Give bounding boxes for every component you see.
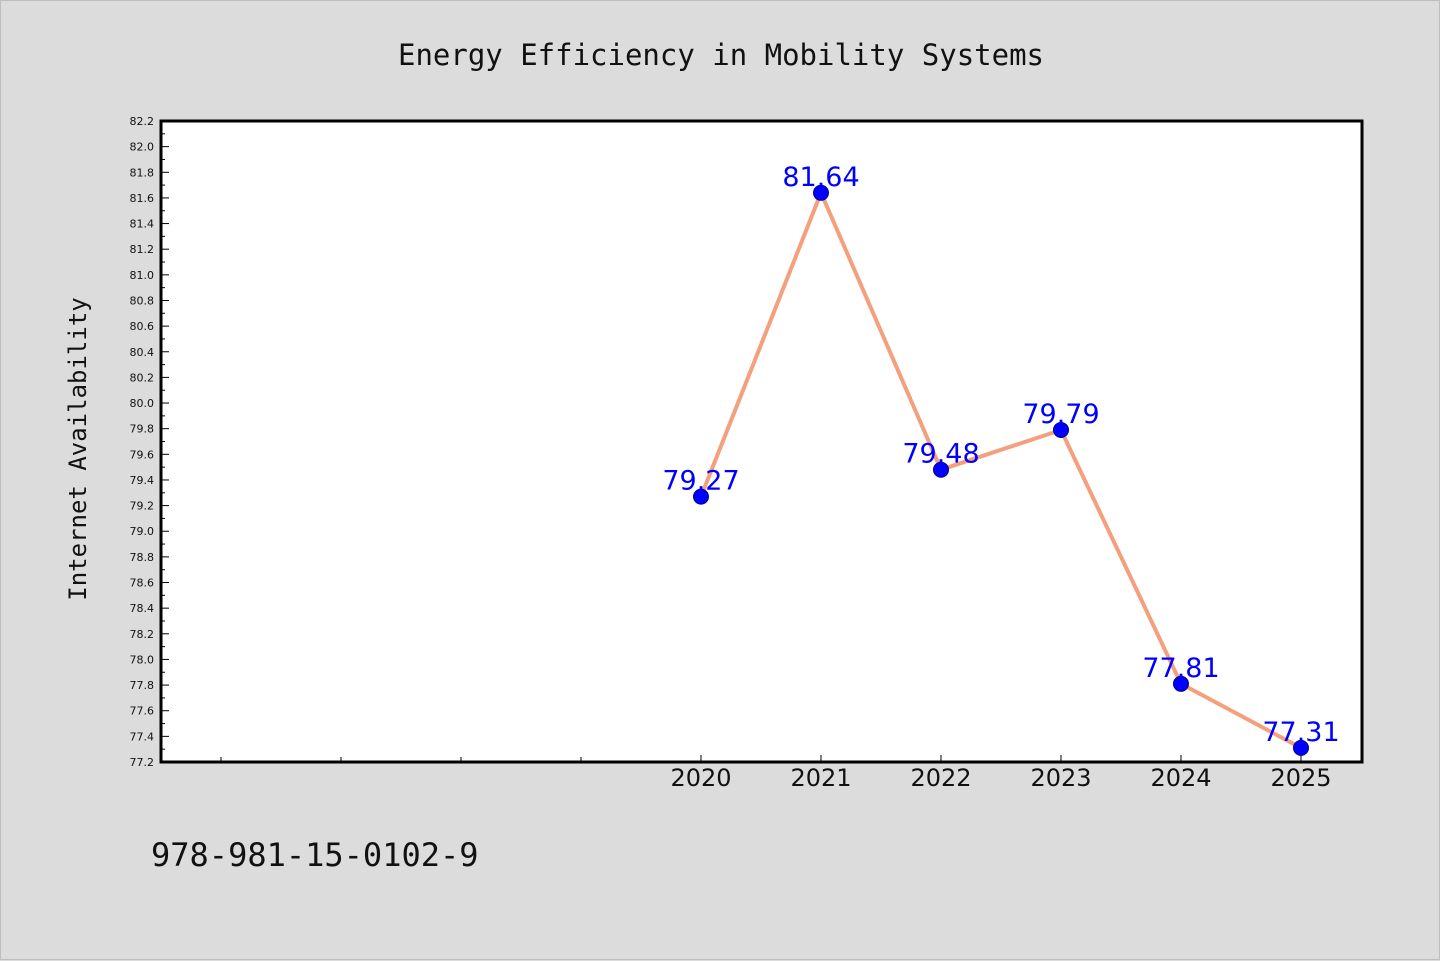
data-point: [813, 184, 829, 201]
data-point: [693, 488, 709, 505]
y-tick-label: 78.6: [130, 577, 155, 590]
x-tick-label: 2025: [1270, 764, 1331, 792]
x-tick-label: 2021: [790, 764, 851, 792]
y-tick-label: 78.4: [130, 602, 155, 615]
data-label: 77.81: [1142, 653, 1219, 684]
y-tick-label: 81.2: [130, 243, 155, 256]
data-label: 79.48: [902, 439, 979, 470]
y-tick-label: 79.2: [130, 500, 155, 513]
data-label: 77.31: [1262, 717, 1339, 748]
y-tick-label: 81.6: [130, 192, 155, 205]
y-tick-label: 80.2: [130, 371, 155, 384]
x-tick-label: 2024: [1150, 764, 1211, 792]
y-tick-label: 80.4: [130, 346, 155, 359]
y-tick-label: 81.8: [130, 166, 155, 179]
y-tick-label: 79.0: [130, 525, 155, 538]
y-tick-label: 79.4: [130, 474, 155, 487]
y-tick-label: 80.0: [130, 397, 155, 410]
y-tick-label: 77.4: [130, 730, 155, 743]
data-point: [1173, 675, 1189, 692]
y-tick-label: 78.0: [130, 653, 155, 666]
data-label: 79.79: [1022, 399, 1099, 430]
chart-title: Energy Efficiency in Mobility Systems: [398, 38, 1044, 72]
y-tick-label: 82.0: [130, 141, 155, 154]
plot-area: [161, 121, 1362, 762]
y-tick-label: 79.6: [130, 448, 155, 461]
y-tick-label: 78.8: [130, 551, 155, 564]
y-tick-label: 79.8: [130, 423, 155, 436]
footer-isbn: 978-981-15-0102-9: [151, 836, 479, 874]
data-label: 79.27: [662, 466, 739, 497]
data-label: 81.64: [782, 162, 859, 193]
x-tick-label: 2020: [670, 764, 731, 792]
axis-ticks: 77.2 77.4 77.6 77.8 78.0 78.2 78.4 78.6 78.8 79.0…: [130, 115, 1332, 792]
plot-frame: [159, 119, 1364, 764]
data-series: 79.27 81.64 79.48 79.79 77.81 77.31: [662, 162, 1340, 756]
x-tick-label: 2022: [910, 764, 971, 792]
y-tick-label: 77.6: [130, 705, 155, 718]
y-tick-label: 82.2: [130, 115, 155, 128]
series-line: [699, 190, 1302, 750]
data-point: [1053, 421, 1069, 438]
data-point: [933, 461, 949, 478]
y-axis-label: Internet Availability: [64, 297, 92, 600]
y-tick-label: 78.2: [130, 628, 155, 641]
data-point: [1293, 739, 1309, 756]
y-tick-label: 81.0: [130, 269, 155, 282]
y-tick-label: 77.2: [130, 756, 155, 769]
y-tick-label: 80.8: [130, 294, 155, 307]
x-tick-label: 2023: [1030, 764, 1091, 792]
y-tick-label: 80.6: [130, 320, 155, 333]
y-tick-label: 81.4: [130, 218, 155, 231]
y-tick-label: 77.8: [130, 679, 155, 692]
